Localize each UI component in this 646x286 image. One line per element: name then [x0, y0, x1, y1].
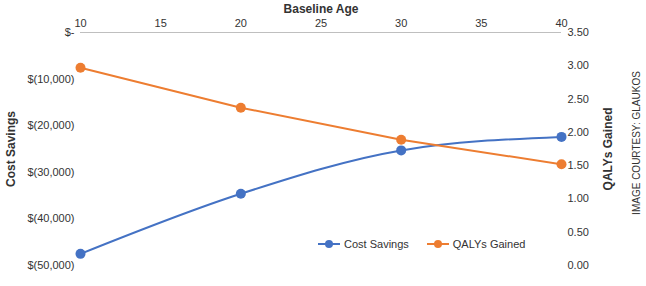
svg-text:2.00: 2.00: [568, 126, 589, 138]
svg-text:20: 20: [235, 17, 247, 29]
html-text:QALYs Gained: QALYs Gained: [452, 238, 526, 250]
svg-text:30: 30: [395, 17, 407, 29]
html-text:Cost Savings: Cost Savings: [344, 238, 409, 250]
svg-text:Cost Savings: Cost Savings: [4, 111, 18, 187]
svg-text:15: 15: [155, 17, 167, 29]
svg-text:3.00: 3.00: [568, 59, 589, 71]
svg-text:25: 25: [315, 17, 327, 29]
svg-text:2.50: 2.50: [568, 93, 589, 105]
svg-text:$(10,000): $(10,000): [27, 73, 74, 85]
svg-text:$(30,000): $(30,000): [27, 166, 74, 178]
svg-text:1.00: 1.00: [568, 192, 589, 204]
svg-text:$(40,000): $(40,000): [27, 212, 74, 224]
svg-text:10: 10: [74, 17, 86, 29]
svg-text:3.50: 3.50: [568, 26, 589, 38]
svg-text:35: 35: [475, 17, 487, 29]
svg-text:$(50,000): $(50,000): [27, 259, 74, 271]
svg-text:Baseline Age: Baseline Age: [284, 2, 359, 16]
svg-text:$(20,000): $(20,000): [27, 119, 74, 131]
svg-text:QALYs Gained: QALYs Gained: [601, 108, 615, 191]
svg-text:1.50: 1.50: [568, 159, 589, 171]
html-text:IMAGE COURTESY: GLAUKOS: IMAGE COURTESY: GLAUKOS: [630, 71, 642, 215]
svg-text:$-: $-: [65, 26, 75, 38]
svg-text:40: 40: [555, 17, 567, 29]
svg-text:0.00: 0.00: [568, 259, 589, 271]
svg-text:0.50: 0.50: [568, 226, 589, 238]
